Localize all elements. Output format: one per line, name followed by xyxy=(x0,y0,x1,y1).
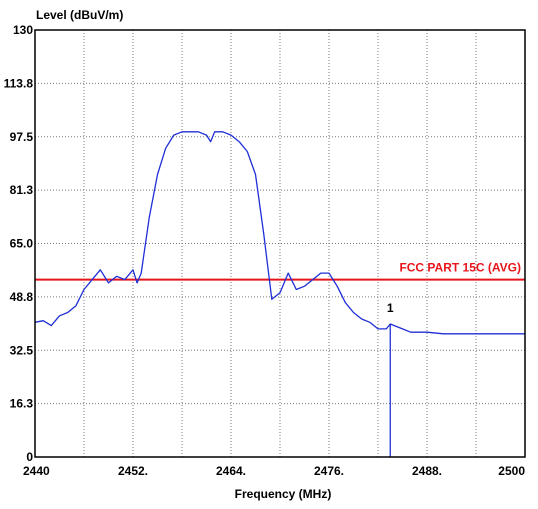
x-tick-label: 2452. xyxy=(118,464,148,478)
x-tick-label: 2500 xyxy=(498,464,525,478)
x-axis-label: Frequency (MHz) xyxy=(235,487,332,501)
marker-label: 1 xyxy=(387,301,394,315)
x-tick-label: 2464. xyxy=(216,464,246,478)
y-tick-label: 97.5 xyxy=(10,130,34,144)
x-tick-label: 2440 xyxy=(23,464,50,478)
x-tick-label: 2488. xyxy=(412,464,442,478)
y-tick-label: 113.8 xyxy=(4,76,34,90)
y-tick-label: 0 xyxy=(26,450,33,464)
tick-labels: 0 16.3 32.5 48.8 65.0 81.3 97.5 113.8 130 2440 245… xyxy=(4,23,526,478)
limit-line-label: FCC PART 15C (AVG) xyxy=(399,261,521,275)
plot-grid xyxy=(35,30,525,457)
y-tick-label: 130 xyxy=(13,23,33,37)
y-tick-label: 81.3 xyxy=(10,183,34,197)
y-tick-label: 65.0 xyxy=(10,237,34,251)
x-tick-label: 2476. xyxy=(314,464,344,478)
series-line xyxy=(34,131,525,335)
y-tick-label: 32.5 xyxy=(10,343,34,357)
y-axis-label: Level (dBuV/m) xyxy=(36,8,123,22)
plot-frame xyxy=(34,29,526,458)
y-tick-label: 16.3 xyxy=(10,397,34,411)
series-group xyxy=(34,131,525,335)
limit-line-group: FCC PART 15C (AVG) xyxy=(35,261,525,281)
y-tick-label: 48.8 xyxy=(10,290,34,304)
marker-group: 1 xyxy=(387,301,394,457)
